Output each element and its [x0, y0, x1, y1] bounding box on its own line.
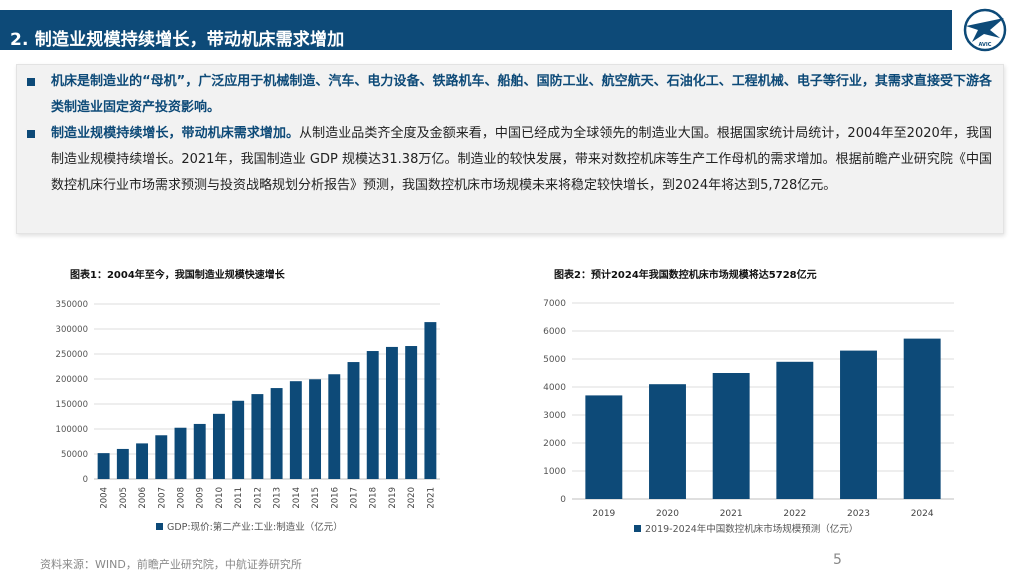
- summary-textbox: 机床是制造业的“母机”，广泛应用于机械制造、汽车、电力设备、铁路机车、船舶、国防…: [16, 64, 1004, 234]
- x-tick-label: 2012: [253, 487, 263, 509]
- chart-2-title: 图表2：预计2024年我国数控机床市场规模将达5728亿元: [554, 270, 817, 281]
- page-title: 2. 制造业规模持续增长，带动机床需求增加: [10, 30, 345, 50]
- bar: [903, 338, 941, 499]
- paragraph-2: 制造业规模持续增长，带动机床需求增加。从制造业品类齐全度及金额来看，中国已经成为…: [27, 121, 992, 199]
- bar: [116, 448, 129, 479]
- bar: [424, 322, 437, 479]
- y-tick-label: 300000: [56, 325, 88, 335]
- y-tick-label: 50000: [61, 450, 88, 460]
- bar: [212, 413, 225, 479]
- y-tick-label: 250000: [56, 350, 88, 360]
- slide-header: 2. 制造业规模持续增长，带动机床需求增加 AVIC: [0, 0, 1024, 60]
- paragraph-2-text: 从制造业品类齐全度及金额来看，中国已经成为全球领先的制造业大国。根据国家统计局统…: [51, 126, 992, 193]
- bar: [270, 388, 283, 479]
- y-tick-label: 150000: [56, 400, 88, 410]
- x-tick-label: 2007: [157, 487, 167, 509]
- x-tick-label: 2022: [783, 509, 806, 519]
- bar: [405, 346, 418, 479]
- x-tick-label: 2013: [273, 487, 283, 509]
- x-tick-label: 2019: [592, 509, 615, 519]
- paragraph-1: 机床是制造业的“母机”，广泛应用于机械制造、汽车、电力设备、铁路机车、船舶、国防…: [27, 69, 992, 121]
- logo-text: AVIC: [979, 42, 992, 48]
- paragraph-2-highlight: 制造业规模持续增长，带动机床需求增加。: [51, 126, 300, 141]
- bar: [649, 384, 686, 499]
- bar: [712, 373, 750, 499]
- x-tick-label: 2016: [330, 487, 340, 509]
- y-tick-label: 5000: [543, 355, 566, 365]
- bar: [136, 443, 149, 479]
- x-tick-label: 2021: [720, 509, 743, 519]
- y-tick-label: 4000: [543, 383, 566, 393]
- x-tick-label: 2023: [847, 509, 870, 519]
- bar: [155, 435, 168, 479]
- x-tick-label: 2010: [215, 487, 225, 509]
- bar: [193, 423, 206, 479]
- bar: [174, 427, 187, 479]
- y-tick-label: 3000: [543, 411, 566, 421]
- x-tick-label: 2018: [369, 487, 379, 509]
- bar: [366, 351, 379, 479]
- y-tick-label: 6000: [543, 327, 566, 337]
- x-tick-label: 2020: [656, 509, 679, 519]
- y-tick-label: 0: [83, 475, 88, 485]
- bar: [289, 381, 302, 479]
- x-tick-label: 2011: [234, 487, 244, 509]
- y-tick-label: 350000: [56, 300, 88, 310]
- bar: [840, 350, 877, 499]
- x-tick-label: 2005: [119, 487, 129, 509]
- page-number: 5: [833, 552, 842, 568]
- bar: [251, 394, 264, 479]
- title-bar: 2. 制造业规模持续增长，带动机床需求增加: [0, 10, 952, 50]
- x-tick-label: 2008: [177, 487, 187, 509]
- bar: [328, 374, 341, 479]
- source-note: 资料来源：WIND，前瞻产业研究院，中航证券研究所: [40, 558, 302, 571]
- chart-1-title: 图表1：2004年至今，我国制造业规模快速增长: [70, 270, 285, 281]
- y-tick-label: 7000: [543, 299, 566, 309]
- bar: [585, 395, 623, 499]
- y-tick-label: 2000: [543, 439, 566, 449]
- legend-swatch: [634, 525, 641, 532]
- bar: [232, 400, 245, 479]
- bullet-icon: [27, 130, 35, 138]
- x-tick-label: 2015: [311, 487, 321, 509]
- bar: [776, 361, 814, 499]
- x-tick-label: 2021: [426, 487, 436, 509]
- chart-1-manufacturing-gdp: 0 50000 100000 150000 200000 250000 300000 3500…: [56, 300, 440, 533]
- bar: [309, 379, 322, 479]
- bullet-icon: [27, 78, 35, 86]
- y-tick-label: 0: [560, 495, 566, 505]
- y-tick-label: 1000: [543, 467, 566, 477]
- x-tick-label: 2004: [100, 487, 110, 509]
- chart-2-cnc-market: 0 1000 2000 3000 4000 5000 6000 7000 2019 2020 202…: [543, 299, 954, 535]
- x-tick-label: 2014: [292, 487, 302, 509]
- bar: [347, 362, 360, 479]
- x-tick-label: 2006: [138, 487, 148, 509]
- x-tick-label: 2020: [407, 487, 417, 509]
- legend-label: 2019-2024年中国数控机床市场规模预测（亿元）: [645, 523, 858, 535]
- bar: [97, 453, 110, 479]
- y-tick-label: 100000: [56, 425, 88, 435]
- paragraph-1-highlight: 机床是制造业的“母机”，广泛应用于机械制造、汽车、电力设备、铁路机车、船舶、国防…: [51, 74, 992, 115]
- x-tick-label: 2024: [911, 509, 934, 519]
- x-tick-label: 2019: [388, 487, 398, 509]
- x-tick-label: 2009: [196, 487, 206, 509]
- legend-swatch: [156, 523, 163, 530]
- bar: [385, 346, 398, 479]
- avic-logo-icon: AVIC: [963, 8, 1007, 52]
- y-tick-label: 200000: [56, 375, 88, 385]
- x-tick-label: 2017: [350, 487, 360, 509]
- legend-label: GDP:现价:第二产业:工业:制造业（亿元）: [167, 521, 343, 533]
